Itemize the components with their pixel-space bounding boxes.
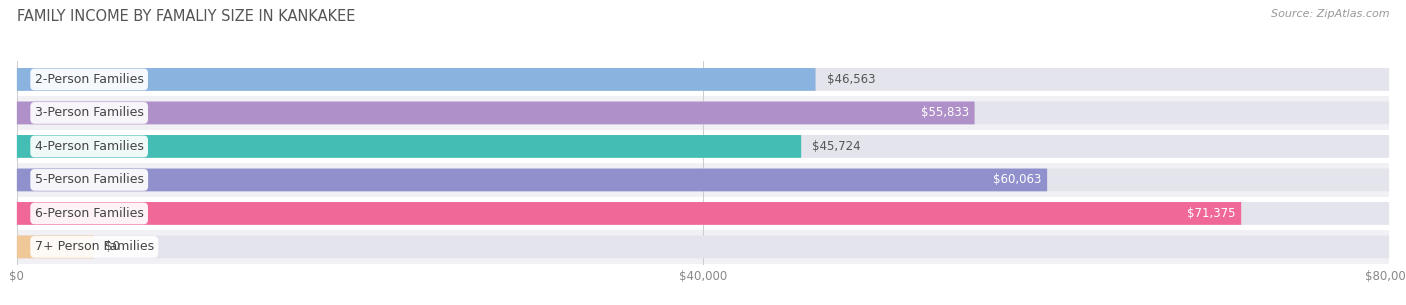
Text: $45,724: $45,724 bbox=[813, 140, 860, 153]
FancyBboxPatch shape bbox=[17, 102, 1389, 124]
Text: 4-Person Families: 4-Person Families bbox=[35, 140, 143, 153]
Bar bbox=[17, 130, 1389, 163]
FancyBboxPatch shape bbox=[17, 68, 1389, 91]
Text: 7+ Person Families: 7+ Person Families bbox=[35, 240, 153, 253]
Bar bbox=[17, 163, 1389, 197]
Text: $55,833: $55,833 bbox=[921, 106, 969, 120]
FancyBboxPatch shape bbox=[17, 202, 1389, 225]
Text: 2-Person Families: 2-Person Families bbox=[35, 73, 143, 86]
FancyBboxPatch shape bbox=[17, 169, 1047, 191]
Text: $0: $0 bbox=[105, 240, 120, 253]
Bar bbox=[17, 63, 1389, 96]
FancyBboxPatch shape bbox=[17, 68, 815, 91]
Bar bbox=[17, 197, 1389, 230]
Text: 6-Person Families: 6-Person Families bbox=[35, 207, 143, 220]
Text: $60,063: $60,063 bbox=[993, 174, 1042, 186]
FancyBboxPatch shape bbox=[17, 135, 801, 158]
Text: $46,563: $46,563 bbox=[827, 73, 875, 86]
FancyBboxPatch shape bbox=[17, 169, 1389, 191]
Text: 3-Person Families: 3-Person Families bbox=[35, 106, 143, 120]
FancyBboxPatch shape bbox=[17, 102, 974, 124]
Text: FAMILY INCOME BY FAMALIY SIZE IN KANKAKEE: FAMILY INCOME BY FAMALIY SIZE IN KANKAKE… bbox=[17, 9, 356, 24]
Text: $71,375: $71,375 bbox=[1187, 207, 1236, 220]
Bar bbox=[17, 96, 1389, 130]
Text: 5-Person Families: 5-Person Families bbox=[35, 174, 143, 186]
FancyBboxPatch shape bbox=[17, 235, 94, 258]
FancyBboxPatch shape bbox=[17, 235, 1389, 258]
Bar bbox=[17, 230, 1389, 264]
FancyBboxPatch shape bbox=[17, 202, 1241, 225]
Text: Source: ZipAtlas.com: Source: ZipAtlas.com bbox=[1271, 9, 1389, 19]
FancyBboxPatch shape bbox=[17, 135, 1389, 158]
